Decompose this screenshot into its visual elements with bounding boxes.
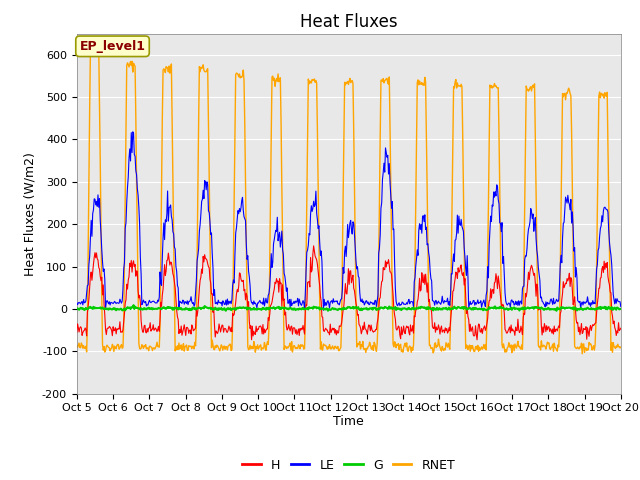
G bbox=[617, 306, 625, 312]
H bbox=[473, 337, 481, 343]
G bbox=[223, 306, 231, 312]
G bbox=[195, 305, 202, 311]
G bbox=[73, 306, 81, 312]
RNET bbox=[617, 344, 625, 350]
LE bbox=[73, 300, 81, 306]
LE bbox=[83, 290, 90, 296]
H bbox=[223, 329, 230, 335]
Line: LE: LE bbox=[77, 132, 621, 310]
LE bbox=[223, 296, 231, 302]
Text: EP_level1: EP_level1 bbox=[79, 40, 145, 53]
RNET bbox=[83, 349, 90, 355]
LE bbox=[319, 307, 327, 313]
G bbox=[130, 302, 138, 308]
H bbox=[83, 333, 90, 339]
LE bbox=[129, 129, 136, 135]
LE bbox=[617, 304, 625, 310]
Line: H: H bbox=[77, 246, 621, 340]
RNET bbox=[88, 42, 96, 48]
G bbox=[416, 304, 424, 310]
RNET bbox=[416, 78, 424, 84]
H bbox=[416, 276, 424, 281]
LE bbox=[140, 297, 147, 303]
H bbox=[73, 329, 81, 335]
Title: Heat Fluxes: Heat Fluxes bbox=[300, 12, 397, 31]
G bbox=[83, 306, 90, 312]
LE bbox=[433, 298, 440, 303]
LE bbox=[195, 246, 202, 252]
RNET bbox=[223, 347, 231, 353]
Y-axis label: Heat Fluxes (W/m2): Heat Fluxes (W/m2) bbox=[24, 152, 36, 276]
RNET bbox=[195, 121, 202, 127]
H bbox=[617, 325, 625, 331]
X-axis label: Time: Time bbox=[333, 415, 364, 428]
H bbox=[431, 329, 439, 335]
G bbox=[431, 307, 439, 312]
H bbox=[194, 308, 202, 313]
RNET bbox=[73, 343, 81, 348]
H bbox=[139, 329, 147, 335]
Legend: H, LE, G, RNET: H, LE, G, RNET bbox=[237, 454, 460, 477]
G bbox=[140, 306, 147, 312]
RNET bbox=[431, 340, 439, 346]
G bbox=[553, 308, 561, 313]
RNET bbox=[579, 351, 586, 357]
Line: RNET: RNET bbox=[77, 45, 621, 354]
Line: G: G bbox=[77, 305, 621, 311]
H bbox=[310, 243, 317, 249]
RNET bbox=[140, 346, 147, 351]
LE bbox=[417, 227, 424, 232]
